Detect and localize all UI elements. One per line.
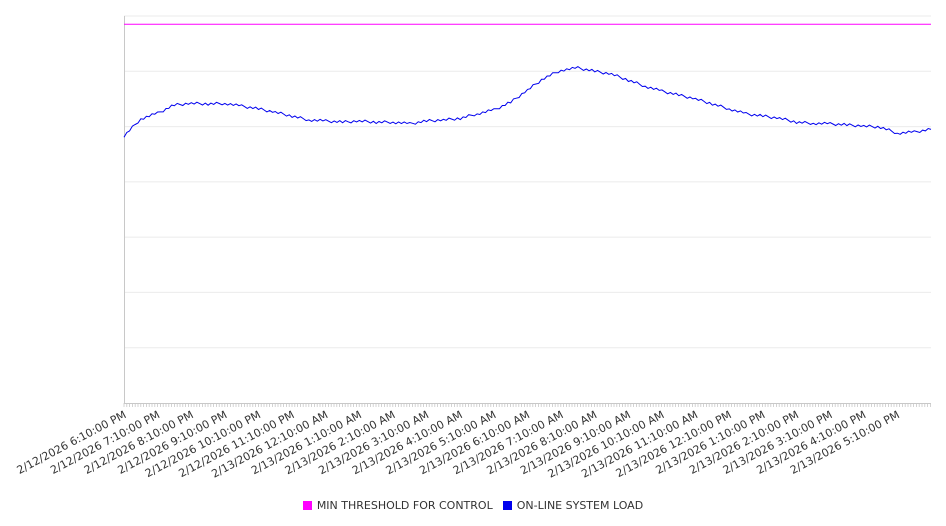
legend: MIN THRESHOLD FOR CONTROL ON-LINE SYSTEM… [0,499,946,512]
legend-label: ON-LINE SYSTEM LOAD [516,499,644,512]
legend-item-threshold[interactable]: MIN THRESHOLD FOR CONTROL [302,499,493,512]
legend-item-load[interactable]: ON-LINE SYSTEM LOAD [502,499,644,512]
legend-swatch [502,501,512,510]
system-load-line [123,66,932,138]
legend-label: MIN THRESHOLD FOR CONTROL [316,499,493,512]
legend-swatch [302,501,312,510]
